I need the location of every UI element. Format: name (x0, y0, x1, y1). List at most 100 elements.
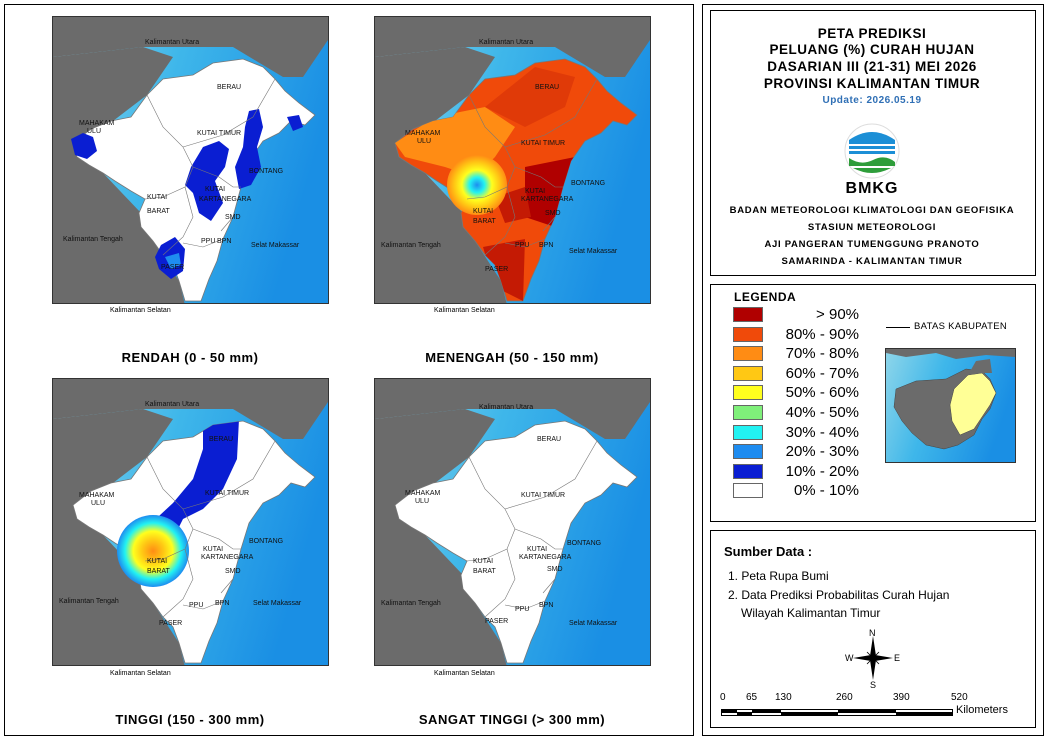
label-kutai-barat-2: BARAT (147, 568, 171, 575)
label-kalsel-p1: Kalimantan Selatan (110, 307, 171, 314)
label-kutai-barat-2: BARAT (147, 208, 171, 215)
title-box (710, 10, 1036, 276)
label-kalsel-p4: Kalimantan Selatan (434, 670, 495, 677)
label-kutai-kart-2: KARTANEGARA (519, 554, 572, 561)
map-title-2: PELUANG (%) CURAH HUJAN (769, 42, 975, 57)
source-box (710, 530, 1036, 728)
map-panel-rendah: Kalimantan Utara BERAU MAHAKAM ULU KUTAI… (52, 16, 329, 304)
boundary-line-swatch (886, 327, 910, 328)
map-title-4: PROVINSI KALIMANTAN TIMUR (763, 76, 981, 91)
legend-swatch (733, 424, 763, 440)
label-smd: SMD (225, 214, 241, 221)
legend-swatch (733, 463, 763, 479)
legend-label: 80% - 90% (785, 325, 859, 343)
label-bontang: BONTANG (249, 168, 283, 175)
label-paser: PASER (485, 618, 508, 625)
label-kutai-barat-1: KUTAI (473, 208, 493, 215)
compass-s: S (870, 680, 876, 688)
source-item-2: 2. Data Prediksi Probabilitas Curah Huja… (728, 588, 950, 602)
legend-label: 30% - 40% (785, 423, 859, 441)
label-kaltara: Kalimantan Utara (145, 39, 199, 46)
legend-label: 10% - 20% (785, 462, 859, 480)
label-ulu: ULU (417, 138, 431, 145)
compass-icon: N S W E (845, 628, 901, 690)
label-kutai-kart-1: KUTAI (525, 188, 545, 195)
scale-tick-label: 130 (775, 692, 792, 703)
label-bpn: BPN (539, 602, 553, 609)
bmkg-wordmark: BMKG (845, 180, 899, 197)
map-panel-sangat-tinggi: Kalimantan Utara BERAU MAHAKAM ULU KUTAI… (374, 378, 651, 666)
label-bontang: BONTANG (249, 538, 283, 545)
label-kutai-barat-2: BARAT (473, 218, 497, 225)
label-mahakam: MAHAKAM (405, 490, 441, 497)
update-date: Update: 2026.05.19 (822, 95, 922, 106)
label-selat: Selat Makassar (569, 248, 618, 255)
legend-label: 0% - 10% (793, 482, 859, 500)
legend-swatch (733, 405, 763, 420)
institution-line-1: BADAN METEOROLOGI KLIMATOLOGI DAN GEOFIS… (729, 205, 1015, 216)
legend-label: > 90% (816, 306, 859, 323)
legend-swatch (733, 326, 763, 342)
label-mahakam: MAHAKAM (405, 130, 441, 137)
label-kutai-barat-1: KUTAI (473, 558, 493, 565)
label-paser: PASER (159, 620, 182, 627)
label-kalteng: Kalimantan Tengah (381, 242, 441, 249)
scale-unit: Kilometers (956, 704, 1008, 716)
label-kalteng: Kalimantan Tengah (59, 598, 119, 605)
map-title-3: DASARIAN III (21-31) MEI 2026 (767, 59, 977, 74)
label-bpn: BPN (215, 600, 229, 607)
label-paser: PASER (161, 264, 184, 271)
info-frame (702, 4, 1044, 736)
label-kalteng: Kalimantan Tengah (63, 236, 123, 243)
label-kutai-kart-2: KARTANEGARA (521, 196, 574, 203)
compass-w: W (845, 653, 854, 663)
compass-n: N (869, 628, 876, 638)
label-berau: BERAU (209, 436, 233, 443)
inset-map (885, 348, 1016, 463)
map-title-1: PETA PREDIKSI (817, 26, 927, 41)
sources-title: Sumber Data : (724, 544, 813, 559)
label-kalsel-p2: Kalimantan Selatan (434, 307, 495, 314)
legend-label: 70% - 80% (785, 345, 859, 363)
label-smd: SMD (225, 568, 241, 575)
legend-swatch (733, 444, 763, 460)
institution-line-2: STASIUN METEOROLOGI (807, 222, 937, 233)
panel-title-menengah: MENENGAH (50 - 150 mm) (425, 350, 599, 365)
compass-e: E (894, 653, 900, 663)
label-bpn: BPN (539, 242, 553, 249)
legend-swatch (733, 483, 763, 499)
legend-swatch (733, 385, 763, 401)
label-kutai-kart-1: KUTAI (203, 546, 223, 553)
panel-title-sangat-tinggi: SANGAT TINGGI (> 300 mm) (418, 712, 606, 727)
label-berau: BERAU (535, 84, 559, 91)
label-selat: Selat Makassar (251, 242, 300, 249)
label-kalsel-p3: Kalimantan Selatan (110, 670, 171, 677)
label-kutai-timur: KUTAI TIMUR (205, 490, 249, 497)
institution-line-4: SAMARINDA - KALIMANTAN TIMUR (781, 256, 963, 267)
label-smd: SMD (547, 566, 563, 573)
label-ulu: ULU (91, 500, 105, 507)
legend-label: 50% - 60% (785, 384, 859, 402)
panel-title-tinggi: TINGGI (150 - 300 mm) (115, 712, 265, 727)
scale-tick-label: 520 (951, 692, 968, 703)
scale-tick-label: 390 (893, 692, 910, 703)
label-kutai-barat-2: BARAT (473, 568, 497, 575)
scale-tick-label: 260 (836, 692, 853, 703)
label-kalteng: Kalimantan Tengah (381, 600, 441, 607)
label-bontang: BONTANG (567, 540, 601, 547)
institution-line-3: AJI PANGERAN TUMENGGUNG PRANOTO (764, 239, 980, 250)
scale-tick-label: 65 (746, 692, 758, 703)
label-bpn: BPN (217, 238, 231, 245)
label-ppu: PPU (515, 242, 529, 249)
legend-swatch (733, 307, 763, 322)
legend-label: 20% - 30% (785, 443, 859, 461)
label-kaltara: Kalimantan Utara (145, 401, 199, 408)
scale-tick-label: 0 (720, 692, 726, 703)
label-paser: PASER (485, 266, 508, 273)
label-selat: Selat Makassar (253, 600, 302, 607)
bmkg-logo (843, 122, 901, 180)
label-kaltara: Kalimantan Utara (479, 39, 533, 46)
label-kutai-kart-2: KARTANEGARA (201, 554, 254, 561)
label-berau: BERAU (537, 436, 561, 443)
label-ppu: PPU (515, 606, 529, 613)
